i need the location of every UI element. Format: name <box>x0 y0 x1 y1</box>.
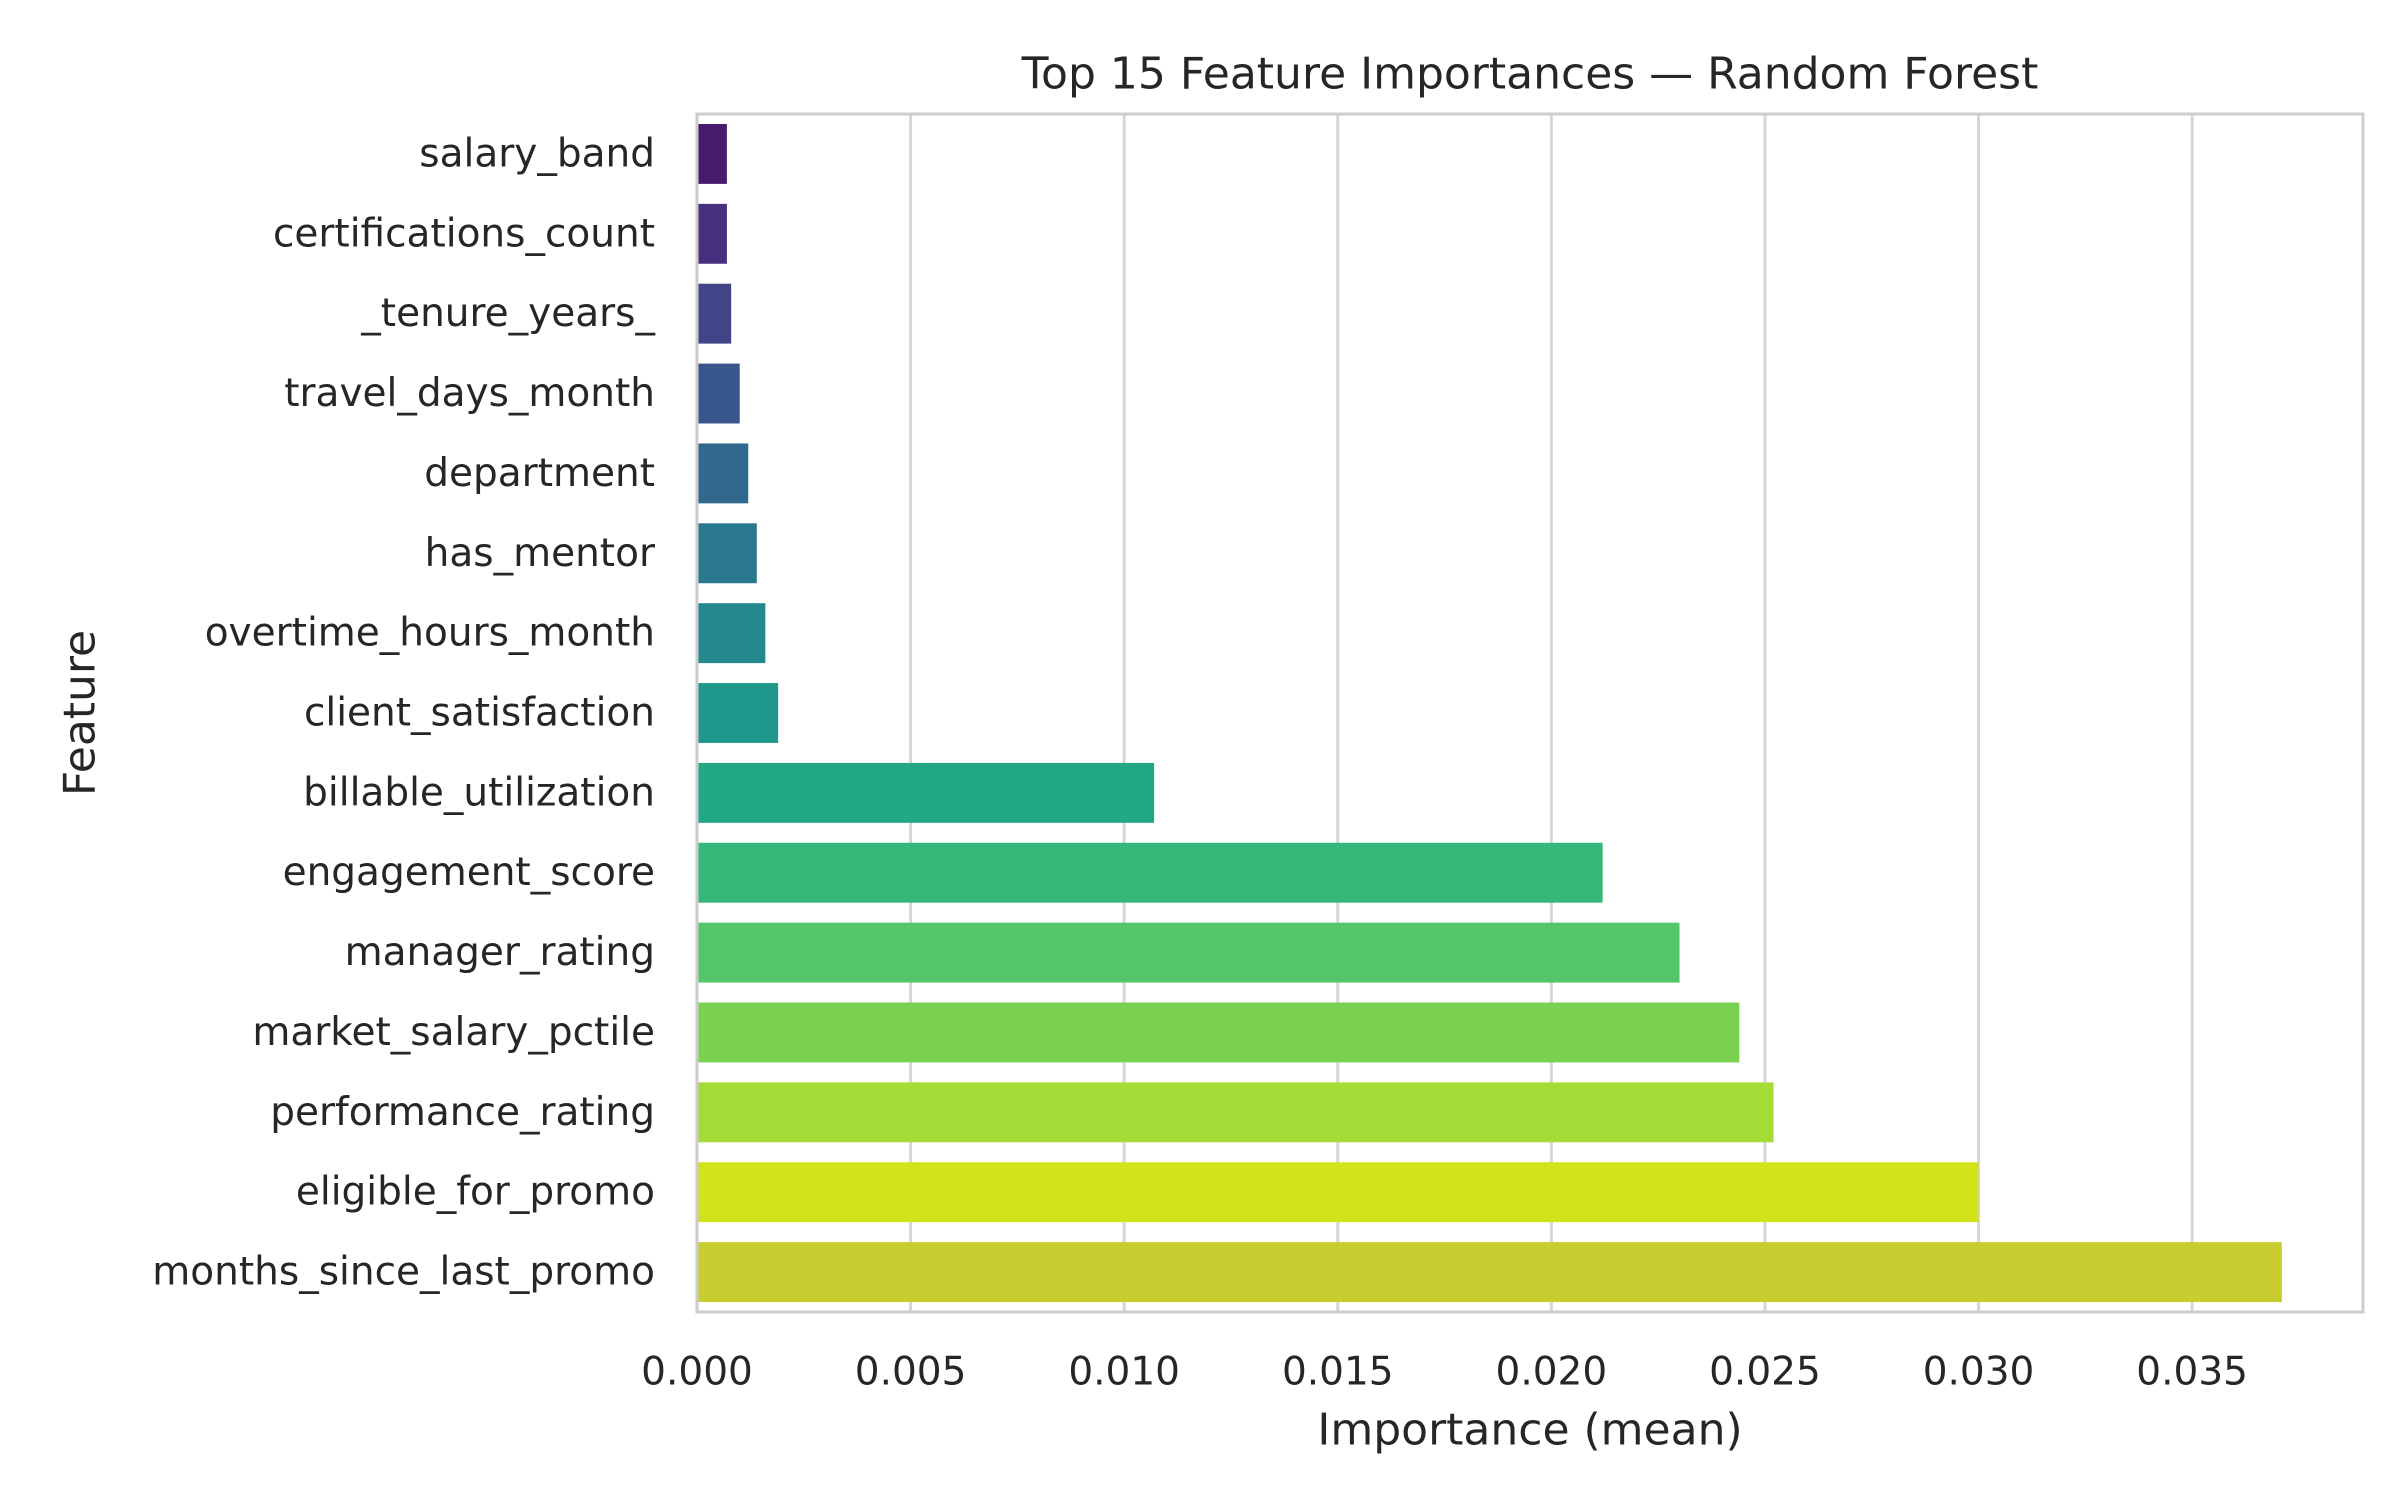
bar-months-since-last-promo <box>697 1242 2282 1303</box>
y-tick-label: manager_rating <box>345 930 655 975</box>
bar-travel-days-month <box>697 363 740 424</box>
bar-client-satisfaction <box>697 683 779 743</box>
x-tick-label: 0.015 <box>1282 1350 1394 1395</box>
grid-lines <box>909 114 2194 1312</box>
y-tick-label: client_satisfaction <box>304 691 655 736</box>
y-tick-label: months_since_last_promo <box>152 1250 655 1295</box>
x-tick-label: 0.030 <box>1923 1350 2035 1395</box>
y-tick-label: overtime_hours_month <box>205 611 655 656</box>
y-tick-label: department <box>424 451 655 496</box>
bar-market-salary-pctile <box>697 1002 1740 1063</box>
bar-eligible-for-promo <box>697 1162 1979 1223</box>
y-tick-label: travel_days_month <box>284 371 655 416</box>
y-tick-label: eligible_for_promo <box>296 1170 655 1215</box>
y-tick-label: engagement_score <box>283 850 655 895</box>
bar-tenure-years <box>697 283 732 344</box>
y-tick-label: salary_band <box>419 131 655 176</box>
x-tick-label: 0.020 <box>1496 1350 1608 1395</box>
y-tick-label: performance_rating <box>270 1090 655 1135</box>
x-tick-label: 0.010 <box>1068 1350 1180 1395</box>
bar-manager-rating <box>697 922 1680 983</box>
x-tick-label: 0.005 <box>855 1350 967 1395</box>
bar-has-mentor <box>697 523 757 584</box>
y-tick-label: _tenure_years_ <box>360 291 655 336</box>
bar-performance-rating <box>697 1082 1774 1143</box>
y-tick-label: market_salary_pctile <box>252 1010 655 1055</box>
bars <box>697 123 2282 1303</box>
bar-department <box>697 443 749 504</box>
x-tick-labels: 0.000 0.005 0.010 0.015 0.020 0.025 0.030 0.035 <box>641 1350 2248 1395</box>
bar-engagement-score <box>697 842 1603 903</box>
x-axis-label: Importance (mean) <box>1317 1405 1742 1456</box>
x-tick-label: 0.035 <box>2136 1350 2248 1395</box>
y-axis-label: Feature <box>55 630 106 796</box>
y-tick-label: billable_utilization <box>303 770 655 815</box>
y-tick-label: has_mentor <box>425 531 656 576</box>
y-tick-labels: salary_band certifications_count _tenure_y… <box>152 131 656 1294</box>
plot-frame <box>695 112 2365 1314</box>
bar-billable-utilization <box>697 762 1155 823</box>
bar-salary-band <box>697 123 727 184</box>
y-tick-label: certifications_count <box>273 211 655 256</box>
chart-title: Top 15 Feature Importances — Random Fore… <box>1021 49 2039 100</box>
bar-certifications-count <box>697 203 727 264</box>
bar-overtime-hours-month <box>697 603 766 664</box>
x-tick-label: 0.000 <box>641 1350 753 1395</box>
x-tick-label: 0.025 <box>1709 1350 1821 1395</box>
